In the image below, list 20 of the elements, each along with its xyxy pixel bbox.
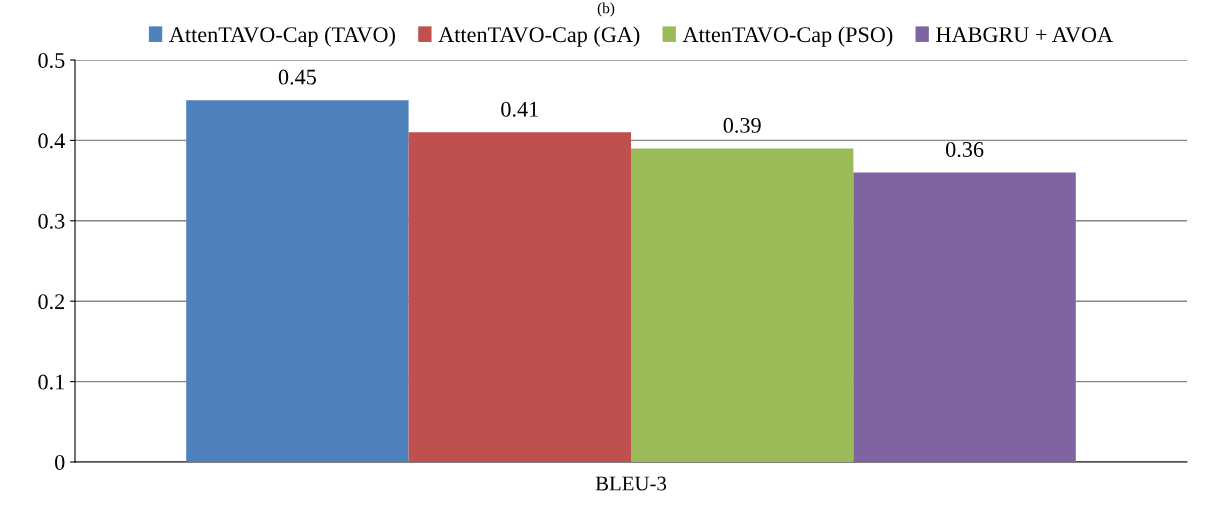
y-tick-label: 0.5 bbox=[38, 52, 65, 69]
y-tick-label: 0.3 bbox=[38, 213, 65, 229]
y-tick-label: 0.4 bbox=[38, 133, 65, 149]
bar bbox=[408, 132, 631, 462]
bar bbox=[853, 172, 1076, 462]
legend-label: AttenTAVO-Cap (PSO) bbox=[682, 26, 893, 47]
data-label: 0.41 bbox=[501, 101, 538, 117]
data-label: 0.45 bbox=[278, 69, 316, 85]
legend-label: AttenTAVO-Cap (GA) bbox=[438, 26, 640, 47]
x-tick-label: BLEU-3 bbox=[595, 476, 667, 491]
bar bbox=[631, 148, 854, 462]
chart-title: (b) bbox=[597, 2, 615, 17]
y-tick-label: 0 bbox=[55, 454, 65, 470]
y-tick-label: 0.2 bbox=[38, 294, 65, 310]
y-tick-label: 0.1 bbox=[38, 374, 64, 390]
legend-label: AttenTAVO-Cap (TAVO) bbox=[169, 26, 395, 47]
data-label: 0.36 bbox=[946, 141, 984, 158]
legend-label: HABGRU + AVOA bbox=[936, 27, 1113, 43]
data-label: 0.39 bbox=[723, 117, 761, 133]
bar bbox=[186, 100, 409, 462]
